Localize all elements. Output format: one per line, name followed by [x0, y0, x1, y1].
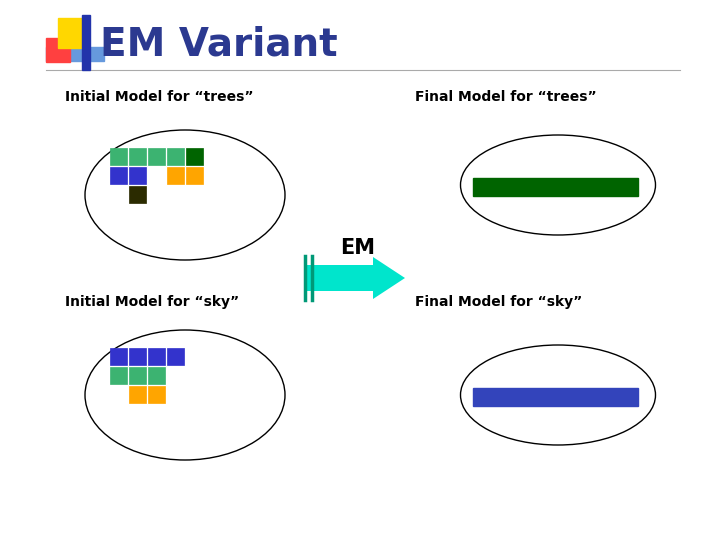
- Bar: [129, 186, 146, 203]
- Bar: [186, 167, 203, 184]
- Bar: [129, 148, 146, 165]
- Text: EM: EM: [341, 238, 376, 258]
- Bar: [186, 148, 203, 165]
- Text: EM Variant: EM Variant: [100, 26, 338, 64]
- Bar: [167, 348, 184, 365]
- Bar: [186, 367, 203, 384]
- Bar: [110, 348, 127, 365]
- Bar: [148, 367, 165, 384]
- Bar: [129, 167, 146, 184]
- Bar: [46, 38, 70, 62]
- Bar: [129, 367, 146, 384]
- Bar: [167, 167, 184, 184]
- Bar: [473, 178, 638, 196]
- Bar: [110, 148, 127, 165]
- Text: Initial Model for “trees”: Initial Model for “trees”: [65, 90, 253, 104]
- Bar: [82, 15, 90, 70]
- Bar: [46, 47, 104, 61]
- FancyArrow shape: [305, 257, 405, 299]
- Bar: [129, 348, 146, 365]
- Bar: [148, 386, 165, 403]
- Bar: [110, 367, 127, 384]
- Bar: [58, 18, 88, 48]
- Text: Final Model for “trees”: Final Model for “trees”: [415, 90, 597, 104]
- Bar: [473, 388, 638, 406]
- Bar: [148, 348, 165, 365]
- Bar: [129, 386, 146, 403]
- Bar: [167, 148, 184, 165]
- Bar: [110, 167, 127, 184]
- Bar: [148, 148, 165, 165]
- Text: Initial Model for “sky”: Initial Model for “sky”: [65, 295, 239, 309]
- Text: Final Model for “sky”: Final Model for “sky”: [415, 295, 582, 309]
